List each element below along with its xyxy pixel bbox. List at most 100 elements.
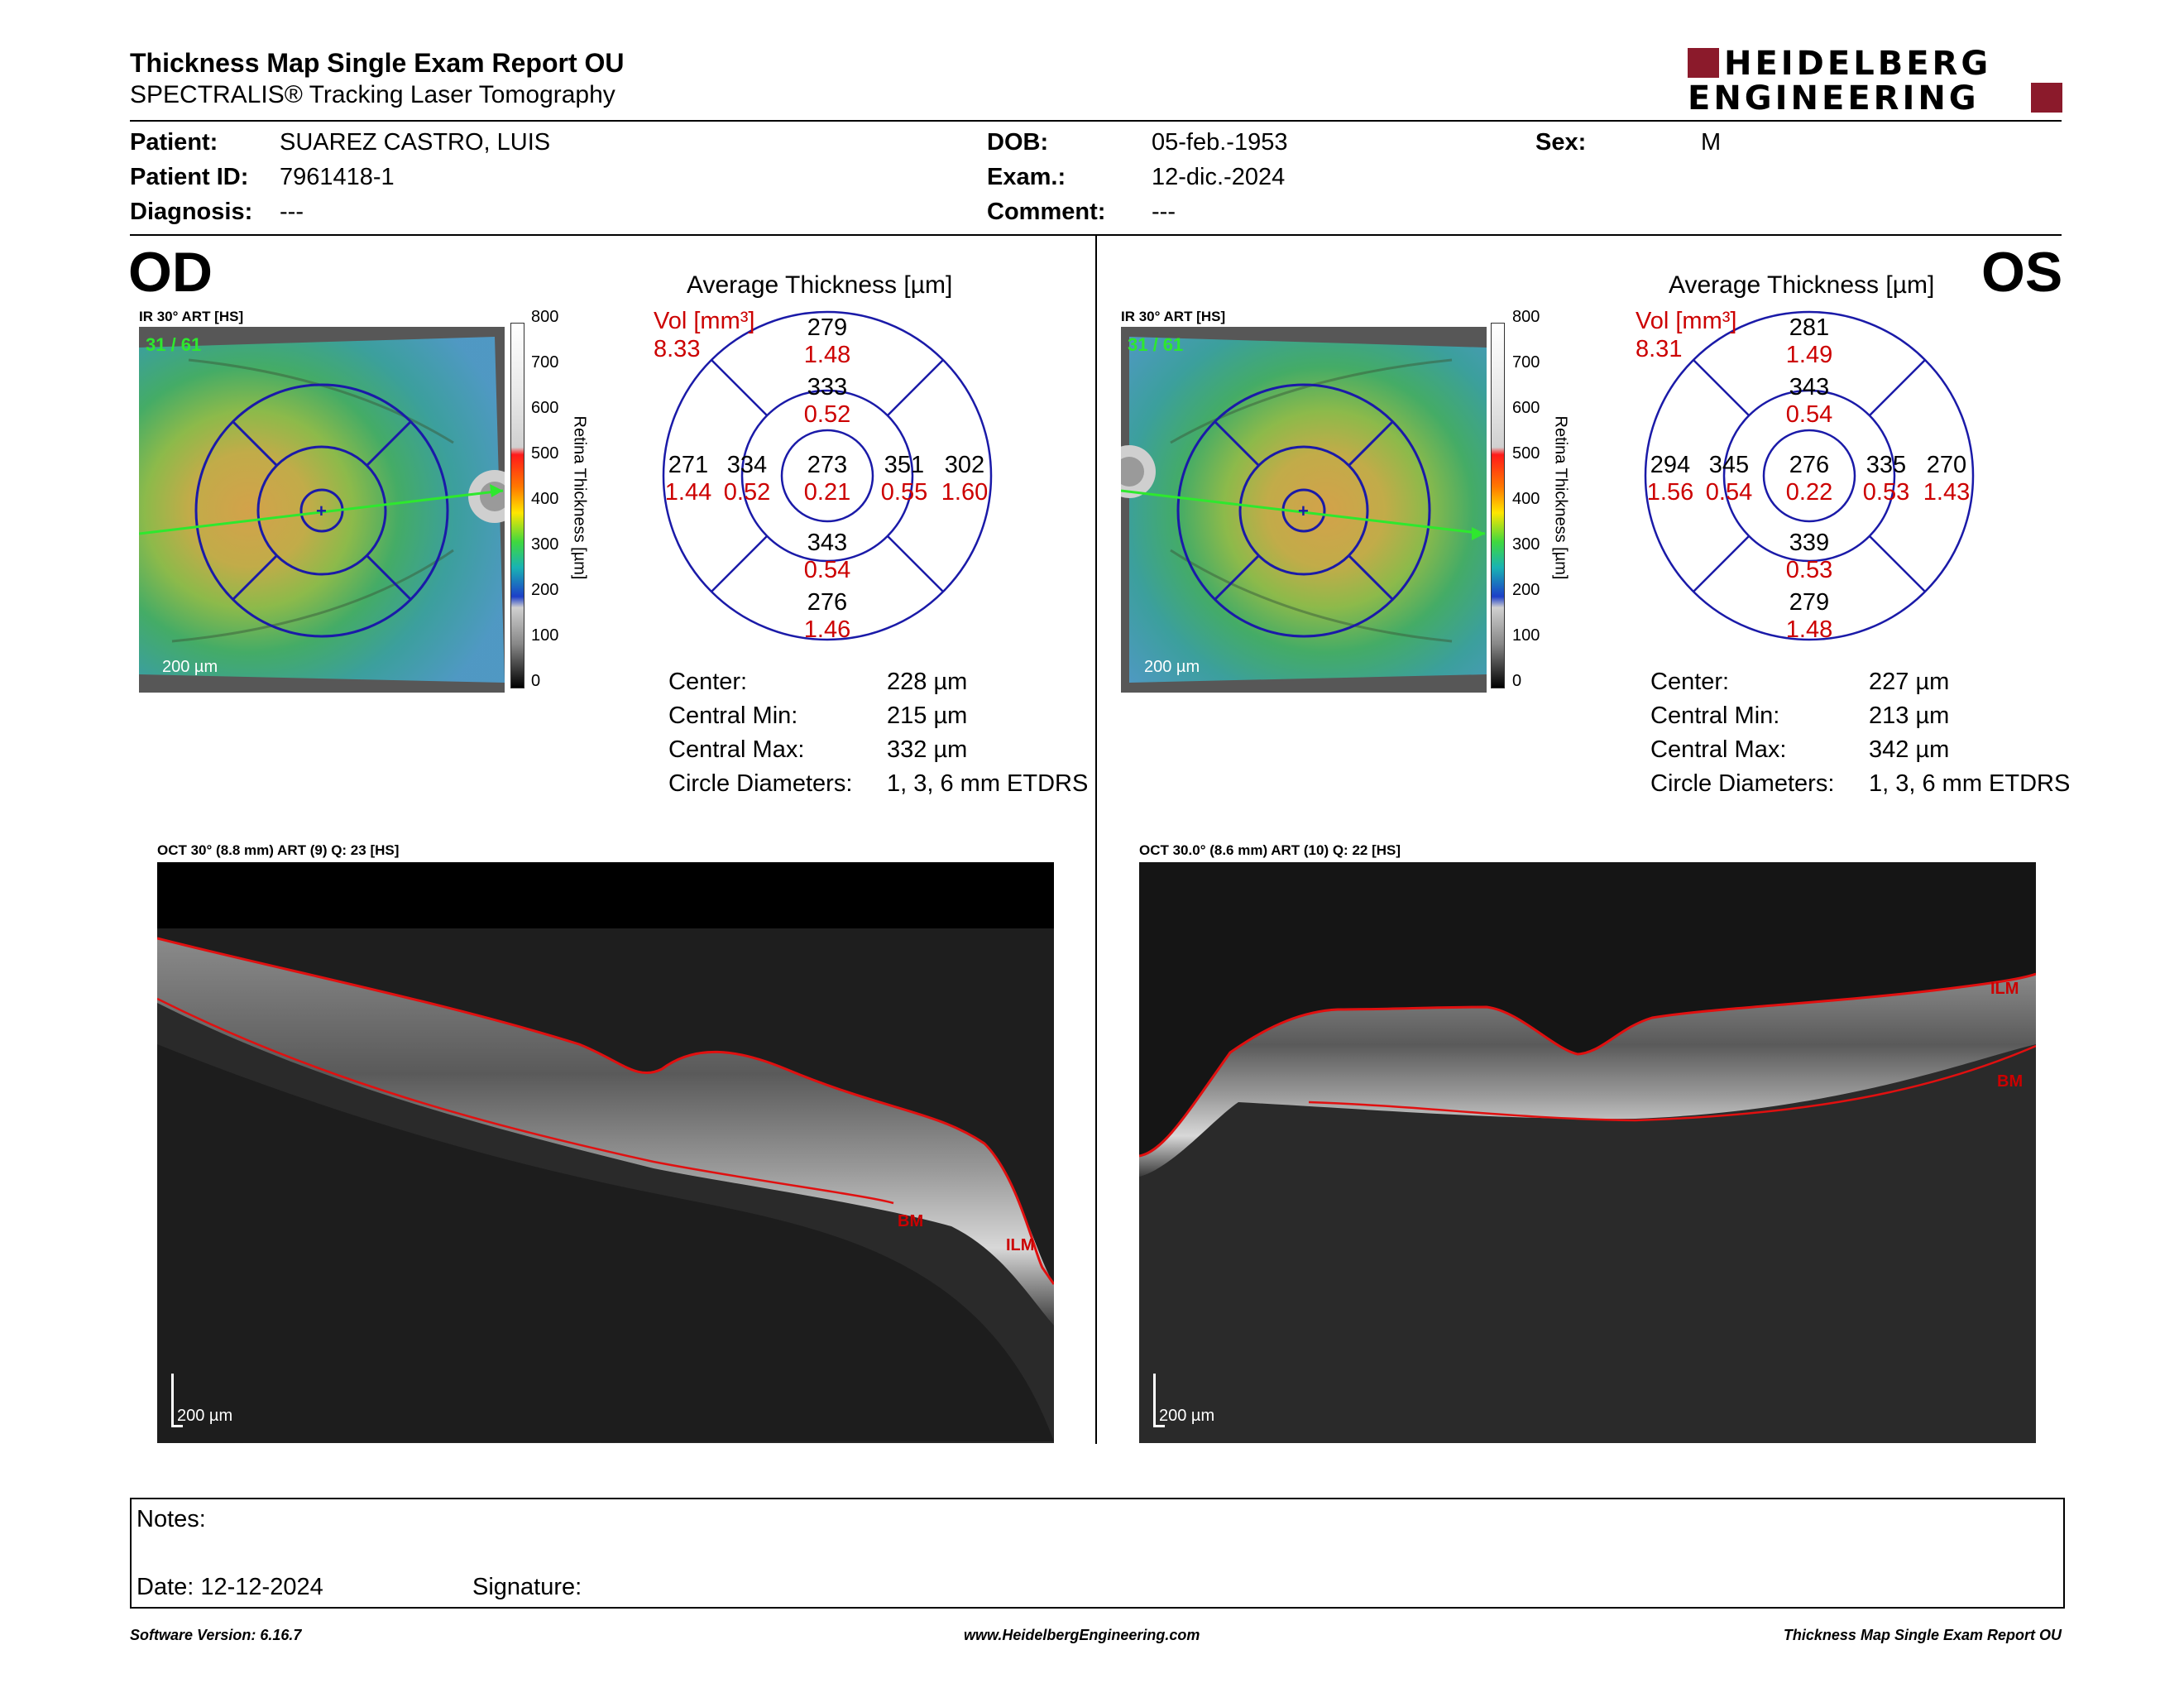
os-ir-title: IR 30° ART [HS] — [1121, 309, 1226, 324]
os-io-thickness: 279 — [1789, 589, 1830, 616]
footer-report-name: Thickness Map Single Exam Report OU — [1783, 1627, 2062, 1643]
diagnosis-label: Diagnosis: — [130, 199, 253, 225]
header-rule — [130, 120, 2062, 122]
os-tick-600: 600 — [1512, 399, 1540, 417]
exam-value: 12-dic.-2024 — [1152, 164, 1286, 190]
os-oct-scan — [1139, 862, 2036, 1443]
od-colorbar-label: Retina Thickness [µm] — [570, 415, 589, 580]
od-stat-label-min: Central Min: — [668, 703, 798, 729]
od-ii-volume: 0.54 — [803, 557, 851, 583]
report-subtitle: SPECTRALIS® Tracking Laser Tomography — [130, 81, 615, 108]
os-oct-scale-tick — [1153, 1425, 1165, 1427]
os-stat-value-min: 213 µm — [1869, 703, 1950, 729]
od-avg-title: Average Thickness [µm] — [687, 271, 953, 299]
od-sector-inferior-inner: 343 0.54 — [786, 530, 869, 584]
exam-label: Exam.: — [987, 164, 1066, 190]
os-si-thickness: 343 — [1789, 374, 1830, 400]
od-tick-200: 200 — [531, 581, 559, 599]
od-sector-superior-inner: 333 0.52 — [786, 374, 869, 429]
footer-website[interactable]: www.HeidelbergEngineering.com — [964, 1627, 1200, 1643]
os-oct-scale-bar — [1153, 1374, 1156, 1427]
heidelberg-logo: HEIDELBERG ENGINEERING — [1688, 46, 2064, 117]
logo-line1: HEIDELBERG — [1724, 45, 1992, 83]
od-oct-scale-label: 200 µm — [177, 1407, 233, 1425]
notes-date: Date: 12-12-2024 — [136, 1574, 323, 1600]
os-etdrs-overlay: + — [1121, 383, 1486, 638]
os-li-thickness: 345 — [1708, 452, 1750, 478]
os-tick-500: 500 — [1512, 444, 1540, 463]
os-ii-volume: 0.53 — [1785, 557, 1833, 583]
od-tick-0: 0 — [531, 672, 541, 690]
od-tick-700: 700 — [531, 353, 559, 372]
od-sector-left-outer: 271 1.44 — [659, 452, 717, 506]
footer-software-version: Software Version: 6.16.7 — [130, 1627, 302, 1643]
od-sector-center: 273 0.21 — [786, 452, 869, 506]
od-eye-label: OD — [128, 241, 213, 304]
os-tick-700: 700 — [1512, 353, 1540, 372]
od-c-thickness: 273 — [807, 452, 848, 478]
os-ri-volume: 0.53 — [1862, 479, 1910, 506]
od-ri-thickness: 351 — [884, 452, 925, 478]
os-oct-ilm-label: ILM — [1990, 980, 2019, 998]
logo-line2: ENGINEERING — [1688, 79, 1980, 117]
od-stat-label-center: Center: — [668, 669, 748, 695]
signature-label: Signature: — [472, 1574, 582, 1600]
os-sector-superior-inner: 343 0.54 — [1768, 374, 1851, 429]
od-tick-500: 500 — [531, 444, 559, 463]
os-so-thickness: 281 — [1789, 314, 1830, 341]
os-tick-200: 200 — [1512, 581, 1540, 599]
os-so-volume: 1.49 — [1785, 342, 1833, 368]
logo-accent-square-bottom — [2031, 83, 2062, 113]
od-si-volume: 0.52 — [803, 401, 851, 428]
od-ro-volume: 1.60 — [941, 479, 989, 506]
od-sector-superior-outer: 279 1.48 — [786, 314, 869, 369]
od-frame-counter: 31 / 61 — [146, 334, 202, 355]
os-ro-thickness: 270 — [1926, 452, 1967, 478]
dob-label: DOB: — [987, 129, 1049, 156]
os-stat-label-diam: Circle Diameters: — [1650, 770, 1835, 797]
od-tick-800: 800 — [531, 308, 559, 326]
os-lo-thickness: 294 — [1650, 452, 1691, 478]
os-colorbar-ticks: 800 700 600 500 400 300 200 100 0 — [1512, 308, 1545, 697]
notes-label: Notes: — [136, 1506, 206, 1532]
od-lo-thickness: 271 — [668, 452, 709, 478]
od-sector-right-outer: 302 1.60 — [936, 452, 994, 506]
od-sector-right-inner: 351 0.55 — [875, 452, 933, 506]
od-stat-value-center: 228 µm — [887, 669, 968, 695]
od-ir-title: IR 30° ART [HS] — [139, 309, 244, 324]
os-stat-value-center: 227 µm — [1869, 669, 1950, 695]
od-sector-left-inner: 334 0.52 — [718, 452, 776, 506]
od-oct-scan — [157, 862, 1054, 1443]
comment-label: Comment: — [987, 199, 1106, 225]
os-colorbar-label: Retina Thickness [µm] — [1551, 415, 1570, 580]
od-stat-value-diam: 1, 3, 6 mm ETDRS — [887, 770, 1089, 797]
os-oct-scale-label: 200 µm — [1159, 1407, 1215, 1425]
os-c-volume: 0.22 — [1785, 479, 1833, 506]
dob-value: 05-feb.-1953 — [1152, 129, 1288, 156]
report-title: Thickness Map Single Exam Report OU — [130, 48, 625, 78]
od-ii-thickness: 343 — [807, 530, 848, 556]
os-fundus-scale: 200 µm — [1144, 658, 1200, 676]
os-avg-title: Average Thickness [µm] — [1669, 271, 1935, 299]
os-eye-label: OS — [1981, 241, 2063, 304]
patient-id: 7961418-1 — [280, 164, 395, 190]
patient-name: SUAREZ CASTRO, LUIS — [280, 129, 551, 156]
od-lo-volume: 1.44 — [664, 479, 712, 506]
od-tick-400: 400 — [531, 490, 559, 508]
os-tick-0: 0 — [1512, 672, 1522, 690]
os-sector-inferior-outer: 279 1.48 — [1768, 589, 1851, 644]
os-tick-300: 300 — [1512, 535, 1540, 554]
od-stat-label-max: Central Max: — [668, 736, 805, 763]
notes-box[interactable]: Notes: Date: 12-12-2024 Signature: — [130, 1498, 2065, 1609]
os-oct-bm-label: BM — [1997, 1072, 2024, 1091]
od-li-thickness: 334 — [726, 452, 768, 478]
od-c-volume: 0.21 — [803, 479, 851, 506]
od-tick-300: 300 — [531, 535, 559, 554]
od-li-volume: 0.52 — [723, 479, 771, 506]
os-ri-thickness: 335 — [1866, 452, 1907, 478]
od-stat-value-min: 215 µm — [887, 703, 968, 729]
os-oct-title: OCT 30.0° (8.6 mm) ART (10) Q: 22 [HS] — [1139, 842, 1401, 858]
logo-accent-square-top — [1688, 48, 1719, 78]
od-so-thickness: 279 — [807, 314, 848, 341]
od-si-thickness: 333 — [807, 374, 848, 400]
